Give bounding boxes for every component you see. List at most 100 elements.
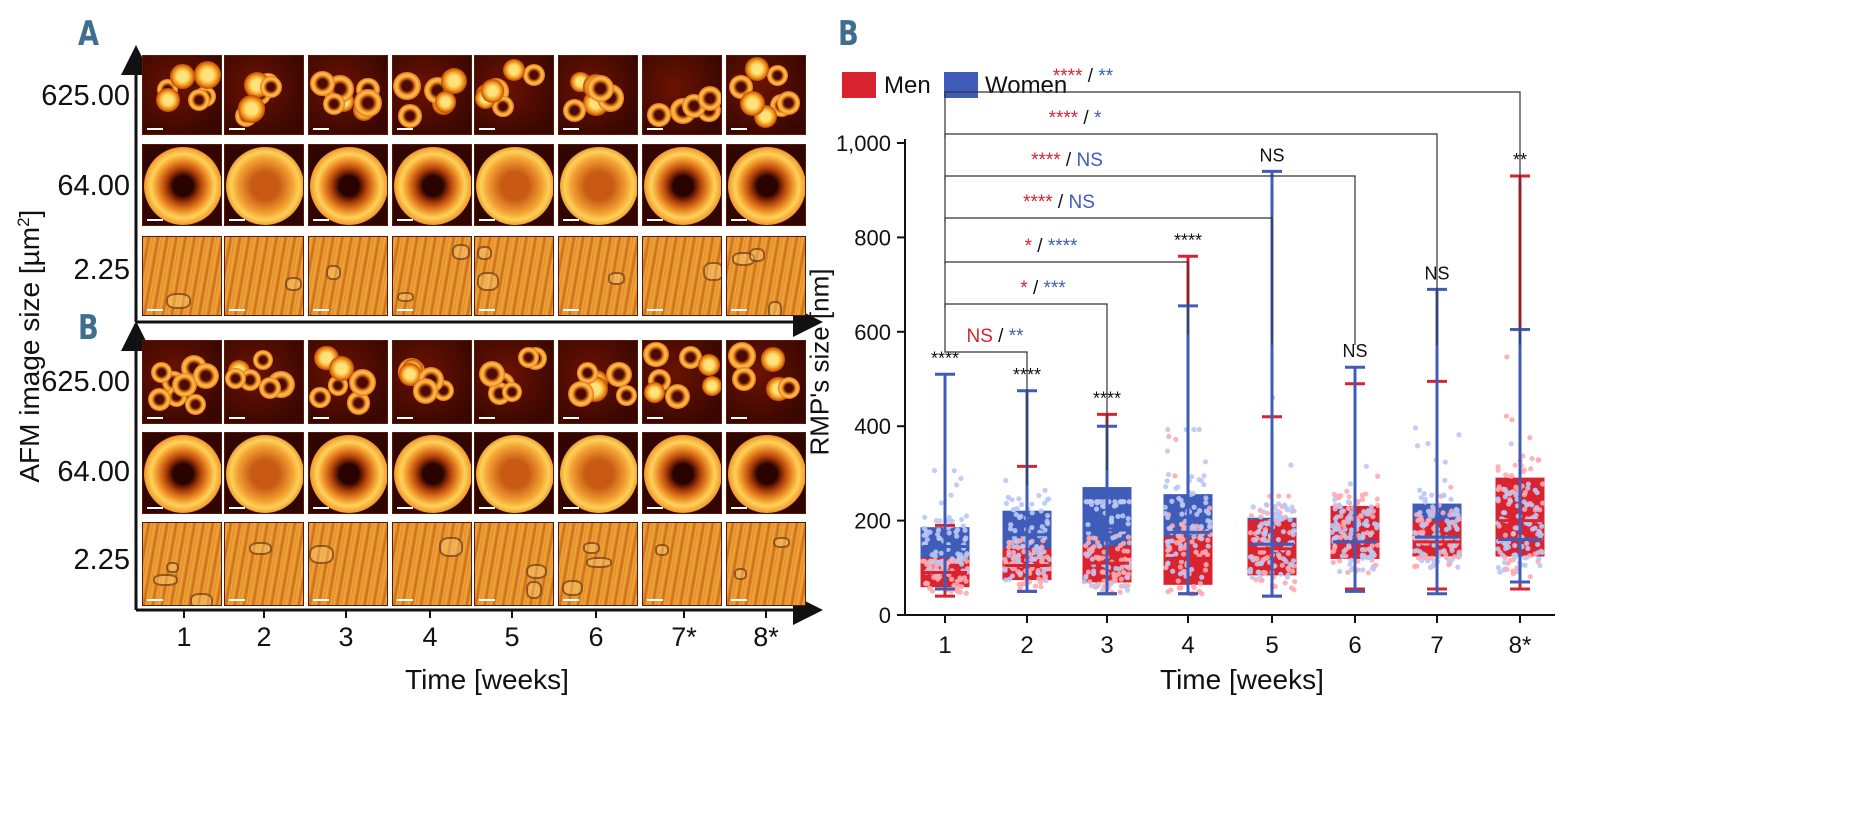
red-blood-cell [412,378,438,404]
legend-label-women: Women [985,72,1068,99]
membrane-defect [166,561,179,574]
data-point [962,527,968,533]
data-point [955,558,962,564]
data-point [1163,483,1169,490]
data-point [1421,491,1427,497]
afm-image-tile [558,522,638,606]
data-point [1038,584,1044,590]
data-point [1427,564,1434,571]
afm-image-tile [726,522,806,606]
data-point [1093,506,1100,512]
scale-bar [313,309,329,311]
data-point [1333,526,1340,532]
data-point [1179,511,1185,517]
legend-label-men: Men [884,72,931,99]
data-point [1283,558,1289,564]
scale-bar [397,417,413,419]
data-point [1448,496,1454,502]
data-point [957,575,963,581]
comparison-bracket [944,303,1108,470]
single-red-blood-cell [310,435,387,513]
data-point [1180,551,1187,557]
single-red-blood-cell [476,147,553,225]
data-point [1524,540,1530,546]
red-blood-cell [170,64,195,89]
red-blood-cell [156,88,181,113]
data-point [1016,552,1022,558]
data-point [1115,513,1121,520]
data-point [1339,553,1345,559]
data-point [1036,551,1042,557]
data-point [1264,510,1271,516]
data-point [963,513,970,519]
data-point [1018,513,1024,519]
data-point [1193,549,1199,555]
data-point [1203,508,1209,514]
data-point [1165,542,1171,549]
data-point [1451,542,1457,548]
data-point [933,549,939,555]
data-point [945,546,951,553]
data-point [1256,569,1262,575]
afm-image-tile [642,432,722,514]
chart-y-tick-label: 0 [879,603,891,628]
data-point [1337,568,1343,575]
membrane-defect [309,544,334,565]
data-point [1374,525,1380,531]
data-point [1332,497,1338,503]
chart-x-axis-title: Time [weeks] [1160,664,1324,695]
data-point [1044,566,1050,572]
data-point [1345,499,1351,505]
data-point [1247,554,1254,560]
data-point [1279,562,1285,568]
data-point [1359,496,1366,502]
data-point [1094,500,1100,506]
data-point [1276,501,1282,507]
data-point [1521,492,1528,498]
data-point [954,533,960,539]
red-blood-cell [193,61,221,89]
data-point [1006,576,1013,582]
data-point [1101,549,1107,555]
membrane-defect [190,592,213,605]
afm-image-tile [308,55,388,135]
data-point [1083,499,1089,505]
data-point [1358,512,1364,519]
significance-label: **** [1174,230,1202,250]
single-red-blood-cell [226,435,303,513]
membrane-defect [166,293,192,310]
red-blood-cell [502,381,523,402]
data-point [1346,543,1352,549]
data-point [1201,481,1207,488]
data-point [1169,498,1175,504]
data-point [1166,525,1172,531]
data-point [1495,467,1501,473]
afm-image-tile [142,432,222,514]
red-blood-cell [777,376,801,400]
data-point [1360,567,1366,573]
data-point [1121,569,1127,576]
data-point [1356,521,1362,528]
data-point [1419,522,1425,528]
data-point [1165,514,1171,521]
chart-y-tick-label: 1,000 [836,131,891,156]
data-point [1333,535,1339,541]
scale-bar [563,599,579,601]
bracket-separator: / [1082,66,1098,87]
data-point [1514,496,1520,502]
data-point [951,467,957,474]
chart-y-tick-label: 800 [854,225,891,250]
data-point [1526,521,1532,527]
afm-image-tile [392,144,472,226]
bracket-label-women: ** [1098,66,1113,87]
data-point [1003,500,1010,507]
data-point [1363,511,1370,517]
scale-bar [563,417,579,419]
afm-image-tile [474,236,554,316]
data-point [1333,520,1339,526]
data-point [1412,548,1418,554]
data-point [1042,487,1048,493]
data-point [1449,547,1455,554]
afm-image-tile [142,55,222,135]
data-point [1453,506,1459,513]
